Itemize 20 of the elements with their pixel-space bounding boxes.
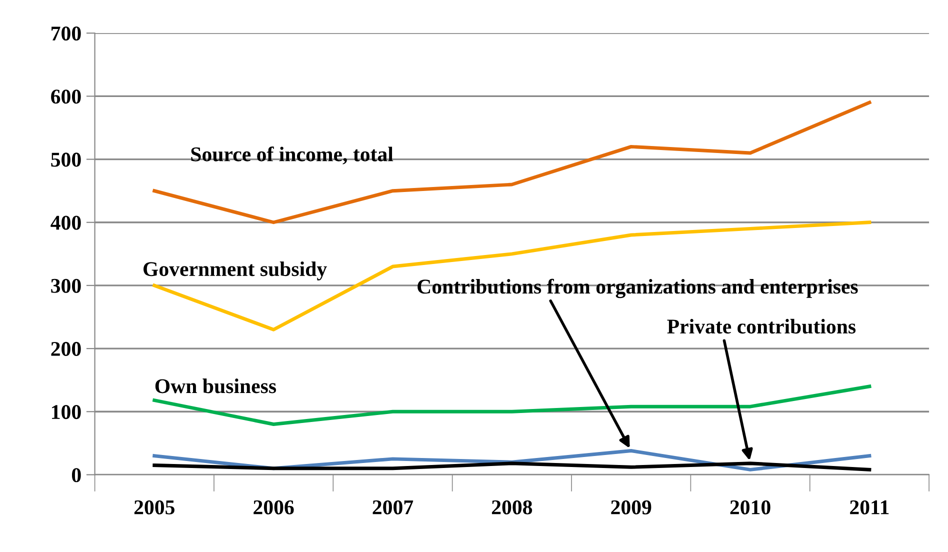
x-tick-label: 2010 xyxy=(730,500,770,514)
y-tick-label: 100 xyxy=(52,405,81,420)
x-tick-label: 2009 xyxy=(611,500,652,514)
y-tick-label: 400 xyxy=(50,216,81,230)
series-label: Source of income, total xyxy=(191,146,394,164)
y-tick-label: 500 xyxy=(51,152,81,167)
x-tick-label: 2006 xyxy=(254,500,294,514)
x-tick-label: 2007 xyxy=(372,500,414,514)
series-label: Own business xyxy=(155,378,276,394)
series-label: Government subsidy xyxy=(143,261,327,280)
x-tick-label: 2008 xyxy=(492,500,532,514)
x-tick-label: 2005 xyxy=(134,500,174,514)
text: Private contributions xyxy=(667,318,856,334)
y-tick-label: 0 xyxy=(72,468,81,482)
y-tick-label: 700 xyxy=(52,26,81,41)
y-tick-label: 300 xyxy=(51,278,81,293)
x-tick-label: 2011 xyxy=(850,500,889,514)
y-tick-label: 200 xyxy=(51,342,81,356)
text: Contributions from organizations and enterprises xyxy=(418,278,858,298)
y-tick-label: 600 xyxy=(51,90,81,104)
